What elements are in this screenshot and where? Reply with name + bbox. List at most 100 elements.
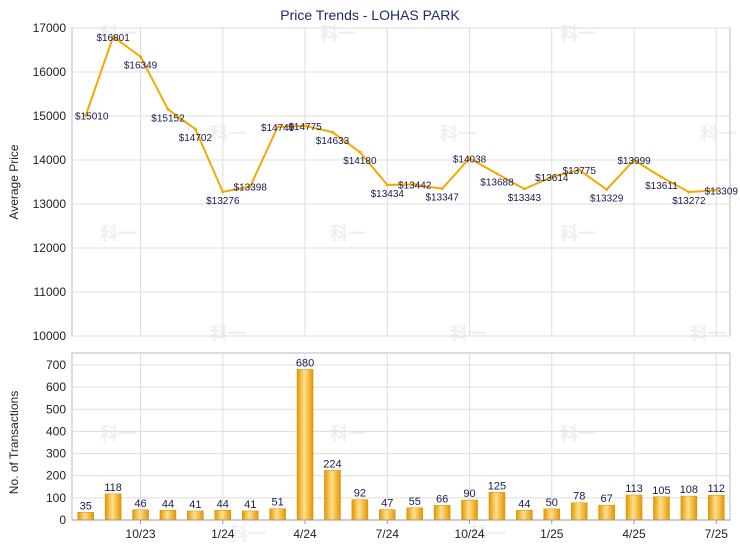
transactions-bar [680,495,698,521]
transactions-bar [708,494,725,521]
transactions-bar-label: 55 [409,496,421,508]
price-point [413,183,417,187]
transactions-y-tick-label: 0 [59,513,66,527]
watermark-text: 科一 [450,323,486,345]
x-tick-label: 1/25 [540,527,564,541]
price-data-label: $13272 [672,196,706,207]
transactions-bar [570,502,588,521]
x-tick-label: 4/24 [293,527,317,541]
transactions-bar-label: 44 [217,498,229,510]
watermark-text: 科一 [100,223,136,245]
transactions-bar-label: 41 [189,499,201,511]
transactions-bar [598,504,615,521]
price-data-label: $16349 [124,61,158,72]
x-tick-label: 7/24 [376,527,400,541]
transactions-bar [379,509,396,521]
transactions-bar-label: 105 [652,485,670,497]
transactions-y-tick-label: 400 [46,424,66,438]
watermark-text: 科一 [560,23,596,45]
price-point [139,55,143,59]
price-point [550,175,554,179]
transactions-bar-label: 90 [463,488,475,500]
watermark-text: 科一 [560,223,596,245]
transactions-bar [433,505,451,521]
transactions-bar-label: 113 [625,483,643,495]
transactions-bar-label: 47 [381,498,393,510]
transactions-bar [104,493,122,521]
watermark-text: 科一 [700,123,736,145]
price-data-label: $13329 [590,194,624,205]
price-point [385,183,389,187]
price-data-label: $13343 [508,193,542,204]
price-y-tick-label: 16000 [33,65,67,79]
price-chart: 10000 11000 12000 13000 14000 15000 16000 17000… [7,21,738,343]
price-point [495,172,499,176]
transactions-bar [653,496,670,521]
price-data-label: $13775 [563,166,597,177]
price-y-tick-label: 12000 [33,241,67,255]
transactions-bar [516,510,533,521]
watermark-text: 科一 [330,423,366,445]
price-point [248,184,252,188]
price-data-label: $14180 [343,156,377,167]
transactions-bar-label: 108 [680,484,698,496]
transactions-bar [296,369,314,521]
transactions-y-tick-label: 100 [46,491,66,505]
watermark-text: 科一 [690,323,726,345]
price-point [659,175,663,179]
price-data-label: $14702 [179,133,213,144]
watermark-text: 科一 [100,423,136,445]
transactions-bar [351,499,369,521]
price-data-label: $13611 [645,181,678,192]
price-point [193,127,197,131]
transactions-bar-label: 112 [708,483,726,495]
transactions-bar-label: 67 [601,493,613,505]
price-y-tick-label: 11000 [34,285,67,299]
price-data-label: $13614 [535,173,569,184]
transactions-bar [543,508,561,521]
transactions-chart: 0 100 200 300 400 500 600 700 10/23 1/24 4/24 7/24 1… [7,352,731,541]
x-tick-label: 4/25 [622,527,646,541]
watermark-text: 科一 [470,523,506,545]
transactions-y-tick-label: 300 [46,447,66,461]
price-data-label: $13398 [234,182,268,193]
price-data-label: $13442 [398,181,432,192]
watermark-text: 科一 [330,223,366,245]
price-point [221,190,225,194]
transactions-bar-label: 680 [296,357,314,369]
price-data-label: $13688 [480,178,514,189]
transactions-bar [406,507,423,521]
transactions-y-tick-label: 600 [46,380,66,394]
transactions-bar [77,512,94,521]
price-y-tick-label: 14000 [33,153,67,167]
price-data-label: $14749 [261,123,295,134]
price-data-label: $13434 [371,189,405,200]
price-point [330,130,334,134]
transactions-bar-label: 44 [518,498,530,510]
transactions-bar [461,499,478,521]
price-point [358,150,362,154]
price-data-label: $16801 [96,33,130,44]
price-y-axis-title: Average Price [7,144,21,219]
transactions-bar [187,510,204,521]
transactions-bar-label: 44 [162,498,174,510]
x-tick-label: 10/24 [455,527,485,541]
transactions-y-tick-label: 700 [46,358,66,372]
transactions-y-tick-label: 500 [46,402,66,416]
price-point [714,188,718,192]
transactions-y-tick-label: 200 [46,469,66,483]
watermark-text: 科一 [230,523,266,545]
price-data-label: $13999 [617,156,651,167]
price-data-label: $15010 [75,112,109,123]
transactions-bar-label: 46 [134,498,146,510]
price-data-label: $15152 [151,113,185,124]
price-point [522,187,526,191]
watermark-text: 科一 [560,423,596,445]
x-tick-label: 10/23 [126,527,156,541]
price-data-label: $14038 [453,154,487,165]
x-tick-label: 7/25 [705,527,729,541]
transactions-bar-label: 66 [436,493,448,505]
transactions-bar-label: 224 [323,458,341,470]
